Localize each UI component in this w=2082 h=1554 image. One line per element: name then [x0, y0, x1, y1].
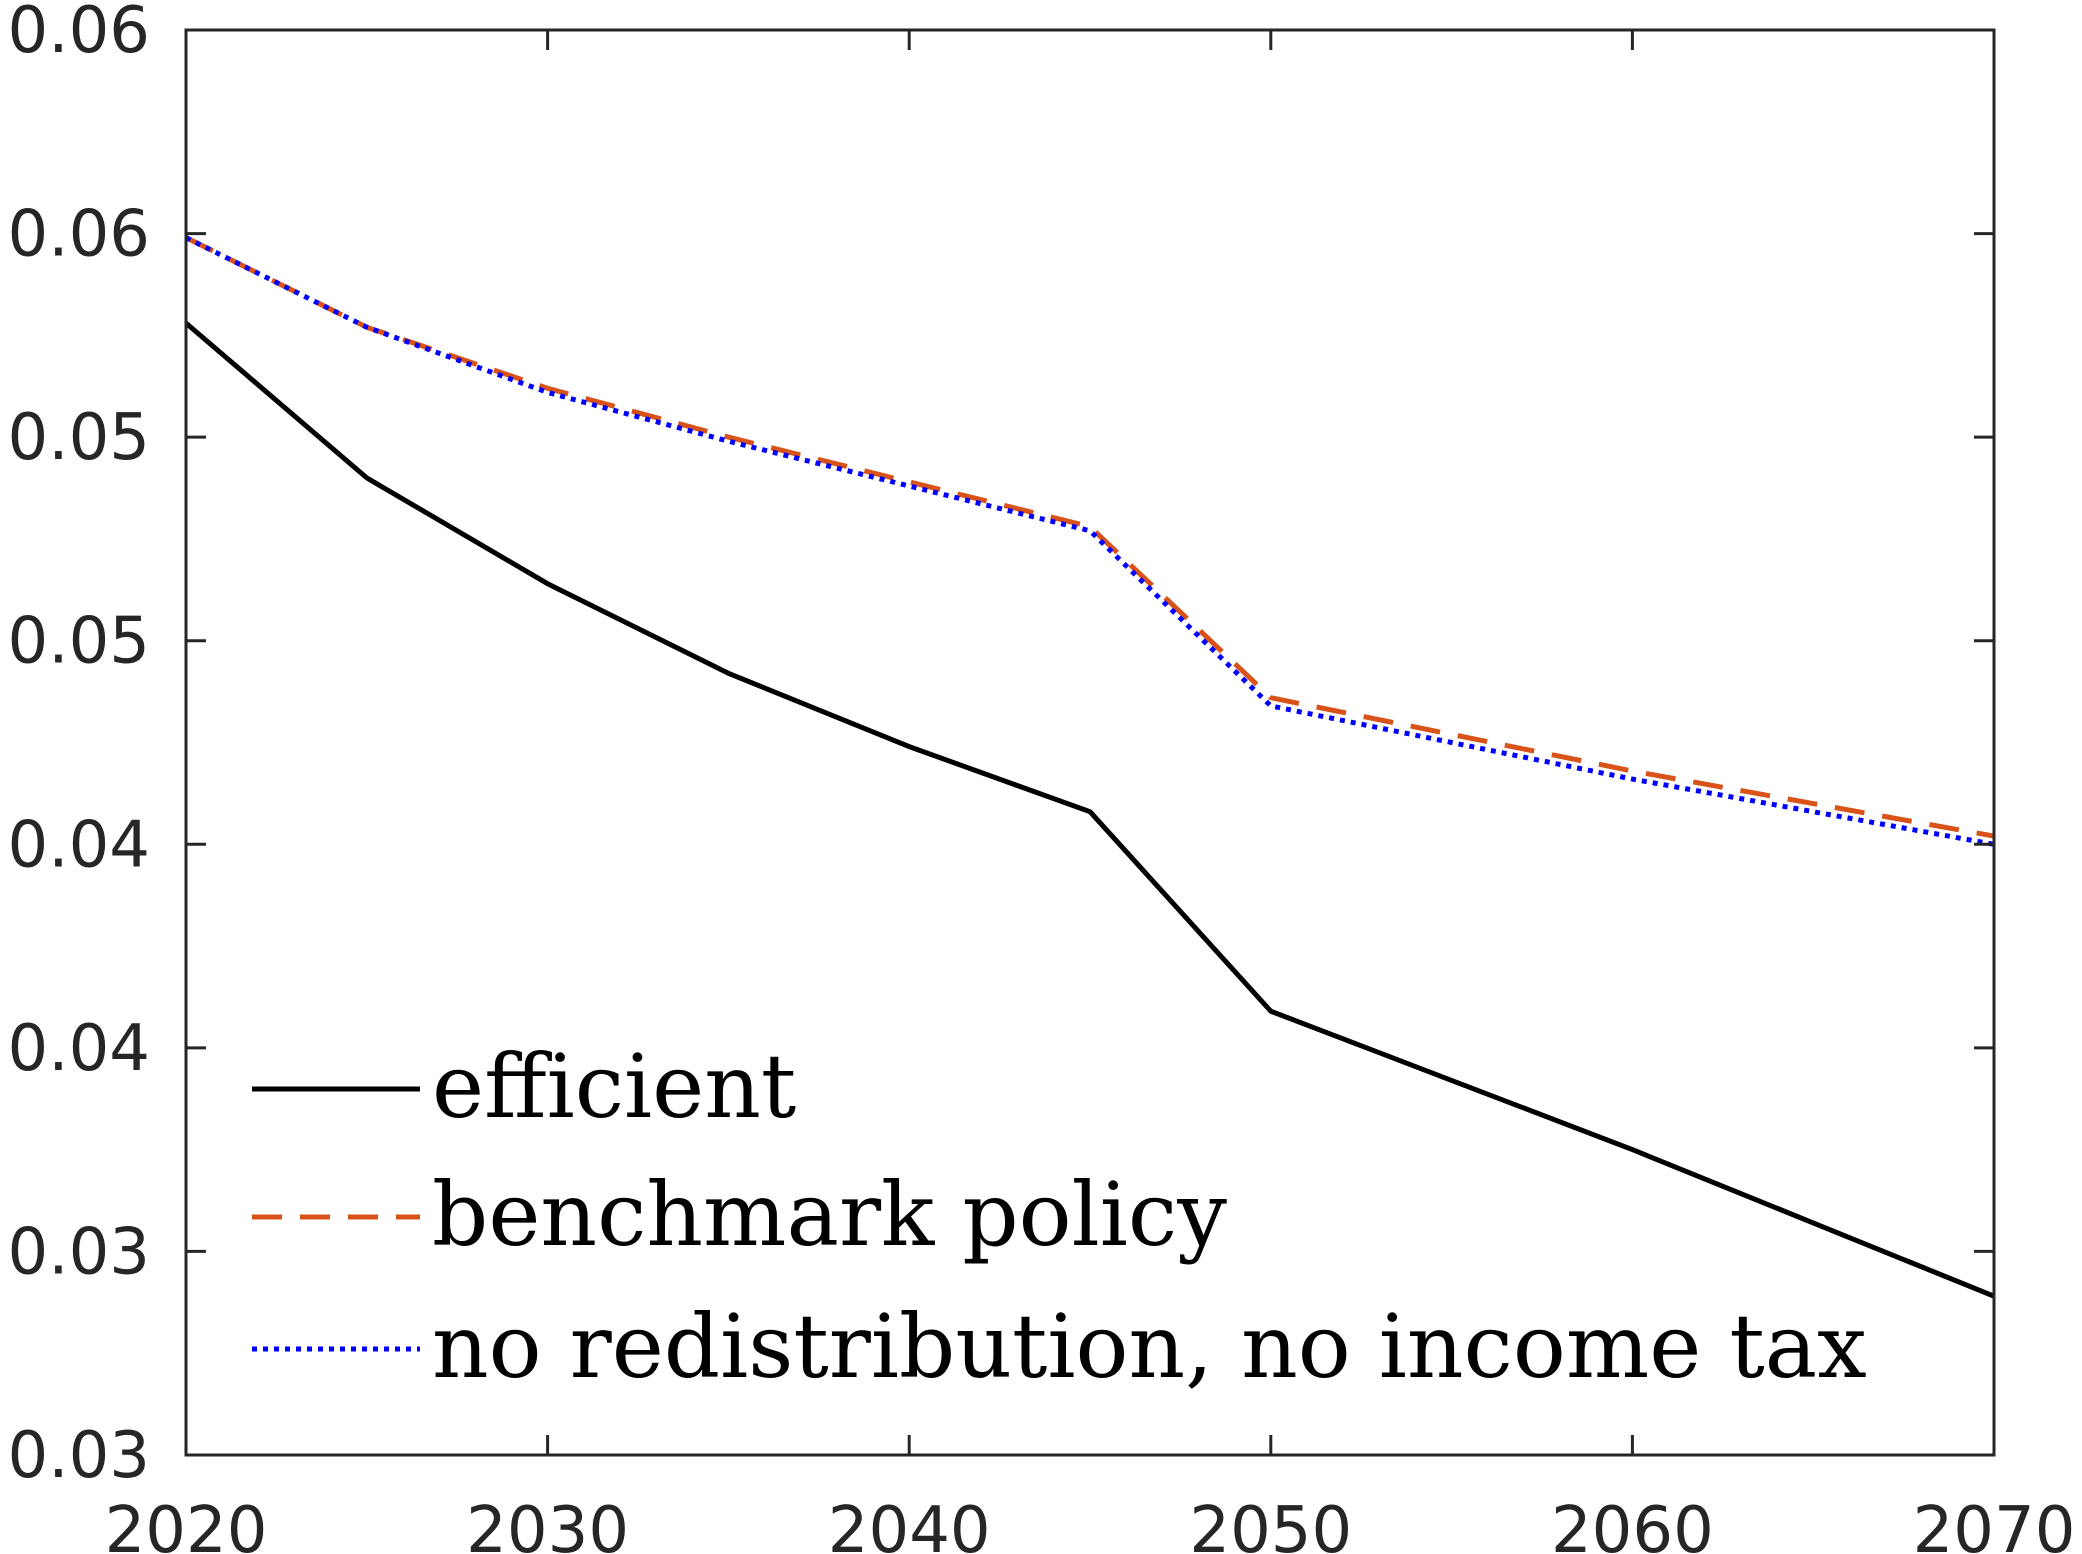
- legend: efficient benchmark policy no redistributi…: [252, 1035, 1867, 1398]
- x-tick-label-0: 2020: [105, 1494, 268, 1554]
- y-tick-label-2: 0.04: [8, 1012, 151, 1086]
- x-tick-label-4: 2060: [1551, 1494, 1714, 1554]
- plot-frame: [184, 28, 1996, 1457]
- x-tick-label-1: 2030: [466, 1494, 629, 1554]
- y-tick-label-5: 0.05: [8, 401, 151, 475]
- x-tick-label-3: 2050: [1189, 1494, 1352, 1554]
- plot-background: [186, 30, 1994, 1455]
- legend-label-2: benchmark policy: [432, 1163, 1227, 1266]
- series-layer: [184, 235, 1995, 1299]
- legend-label-1: efficient: [432, 1035, 796, 1138]
- y-tick-label-3: 0.04: [8, 808, 151, 882]
- y-tick-label-0: 0.03: [8, 1419, 151, 1493]
- x-tick-labels: 2020 2030 2040 2050 2060 2070: [105, 1494, 2076, 1554]
- x-tick-label-2: 2040: [828, 1494, 991, 1554]
- y-tick-label-7: 0.06: [8, 0, 151, 68]
- legend-label-3: no redistribution, no income tax: [432, 1295, 1867, 1398]
- y-tick-labels: 0.03 0.03 0.04 0.04 0.05 0.05 0.06 0.06: [8, 0, 151, 1493]
- series-line-1: [184, 321, 1995, 1299]
- y-tick-label-1: 0.03: [8, 1215, 151, 1289]
- y-tick-label-4: 0.05: [8, 605, 151, 679]
- y-tick-label-6: 0.06: [8, 198, 151, 272]
- x-tick-label-5: 2070: [1913, 1494, 2076, 1554]
